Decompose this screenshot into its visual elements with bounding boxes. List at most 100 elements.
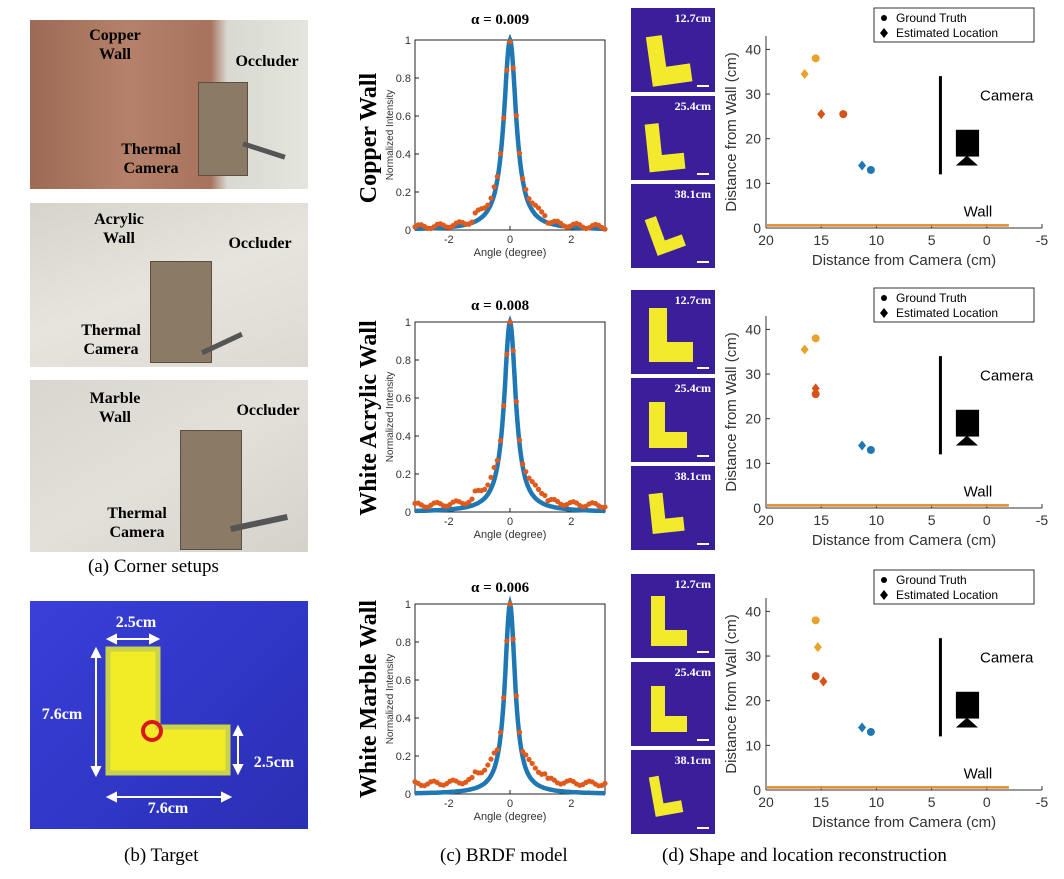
y-tick-label: 40 (745, 603, 761, 619)
caption-a: (a) Corner setups (88, 556, 219, 578)
x-tick-label: 0 (507, 798, 513, 810)
camera-label: Camera (980, 368, 1034, 385)
x-tick-label: -2 (444, 516, 454, 528)
measured-point (507, 319, 512, 324)
ground-truth-point (812, 616, 820, 624)
y-tick-label: 40 (745, 41, 761, 57)
measured-point (520, 176, 525, 181)
distance-label: 38.1cm (675, 753, 711, 768)
acrylic-occluder-label: Occluder (214, 234, 306, 253)
y-tick-label: 0.8 (396, 73, 411, 85)
x-tick-label: 15 (813, 232, 829, 248)
target-thermal-image: 2.5cm 7.6cm 2.5cm 7.6cm (30, 601, 308, 829)
brdf-chart-acrylic: -2 0 2 0 0.2 0.4 0.6 0.8 1 Angle (degree) Normaliz… (375, 312, 615, 552)
target-left-dim: 7.6cm (32, 705, 92, 724)
brdf-chart-copper: -2 0 200.20.40.60.81Angle (degree)Normaliz… (375, 30, 615, 270)
y-tick-label: 10 (745, 737, 761, 753)
brdf-fit-line (415, 40, 605, 229)
location-chart-acrylic: 20 15 10 5 0 -5 0 10 20 30 40 Distance from Camera … (722, 284, 1058, 552)
distance-label: 38.1cm (675, 469, 711, 484)
x-tick-label: 0 (983, 232, 991, 248)
measured-point (488, 475, 493, 480)
camera-icon (956, 130, 979, 157)
legend-marker-circle (881, 295, 887, 301)
shape-thumb-marble-2: 25.4cm (631, 662, 715, 746)
x-tick-label: 15 (813, 794, 829, 810)
distance-label: 12.7cm (675, 293, 711, 308)
y-tick-label: 0.4 (396, 713, 411, 725)
ground-truth-point (867, 446, 875, 454)
measured-point (517, 730, 522, 735)
x-tick-label: 10 (869, 512, 885, 528)
target-bottom-dim: 7.6cm (138, 799, 198, 818)
measured-point (533, 482, 538, 487)
measured-point (482, 767, 487, 772)
x-tick-label: 0 (507, 516, 513, 528)
x-tick-label: 0 (983, 512, 991, 528)
measured-point (517, 151, 522, 156)
camera-lens-icon (956, 156, 978, 166)
y-tick-label: 0.2 (396, 187, 411, 199)
y-tick-label: 0.6 (396, 675, 411, 687)
distance-label: 12.7cm (675, 11, 711, 26)
y-tick-label: 0.8 (396, 637, 411, 649)
measured-point (504, 638, 509, 643)
ground-truth-point (812, 334, 820, 342)
distance-label: 38.1cm (675, 187, 711, 202)
camera-lens-icon (956, 436, 978, 446)
shape-thumb-acrylic-1: 12.7cm (631, 290, 715, 374)
y-tick-label: 30 (745, 366, 761, 382)
x-axis-label: Angle (degree) (474, 247, 547, 259)
acrylic-camera-label: Thermal Camera (56, 321, 166, 359)
legend-label-estimated: Estimated Location (896, 306, 998, 320)
y-tick-label: 0.2 (396, 751, 411, 763)
wall-label: Wall (964, 203, 993, 220)
distance-label: 25.4cm (675, 381, 711, 396)
measured-point (511, 637, 516, 642)
y-axis-label: Normalized Intensity (385, 372, 396, 463)
shape-thumb-copper-1: 12.7cm (631, 8, 715, 92)
estimated-point (801, 344, 809, 354)
x-axis-label: Distance from Camera (cm) (812, 814, 996, 831)
marble-wall-label: Marble Wall (60, 389, 170, 427)
location-chart-marble: 20 15 10 5 0 -5010203040Distance from Camera … (722, 566, 1058, 834)
shape-thumb-marble-1: 12.7cm (631, 574, 715, 658)
marble-camera-label: Thermal Camera (82, 504, 192, 542)
measured-point (542, 213, 547, 218)
measured-point (523, 187, 528, 192)
measured-point (501, 403, 506, 408)
brdf-chart-marble: -2 0 200.20.40.60.81Angle (degree)Normaliz… (375, 594, 615, 834)
x-tick-label: 5 (928, 794, 936, 810)
y-tick-label: 20 (745, 131, 761, 147)
shape-thumb-acrylic-3: 38.1cm (631, 466, 715, 550)
camera-label: Camera (980, 650, 1034, 667)
measured-point (511, 65, 516, 70)
y-tick-label: 1 (405, 317, 411, 329)
measured-point (504, 352, 509, 357)
y-axis-label: Normalized Intensity (385, 90, 396, 181)
x-axis-label: Distance from Camera (cm) (812, 532, 996, 549)
estimated-point (817, 109, 825, 119)
plot-frame (415, 322, 605, 512)
measured-point (533, 765, 538, 770)
legend-label-estimated: Estimated Location (896, 26, 998, 40)
y-tick-label: 0 (405, 225, 411, 237)
ground-truth-point (812, 54, 820, 62)
measured-point (514, 399, 519, 404)
camera-rod (242, 141, 285, 159)
caption-d: (d) Shape and location reconstruction (662, 845, 947, 867)
measured-point (495, 174, 500, 179)
x-tick-label: 10 (869, 232, 885, 248)
wall-label: Wall (964, 483, 993, 500)
measured-point (469, 220, 474, 225)
measured-point (501, 115, 506, 120)
measured-point (523, 752, 528, 757)
legend-label-estimated: Estimated Location (896, 588, 998, 602)
y-tick-label: 0.6 (396, 111, 411, 123)
measured-point (602, 504, 607, 509)
target-top-dim: 2.5cm (106, 613, 166, 632)
l-shape-target (108, 649, 228, 773)
y-tick-label: 1 (405, 35, 411, 47)
measured-point (492, 184, 497, 189)
target-right-dim: 2.5cm (244, 753, 304, 772)
